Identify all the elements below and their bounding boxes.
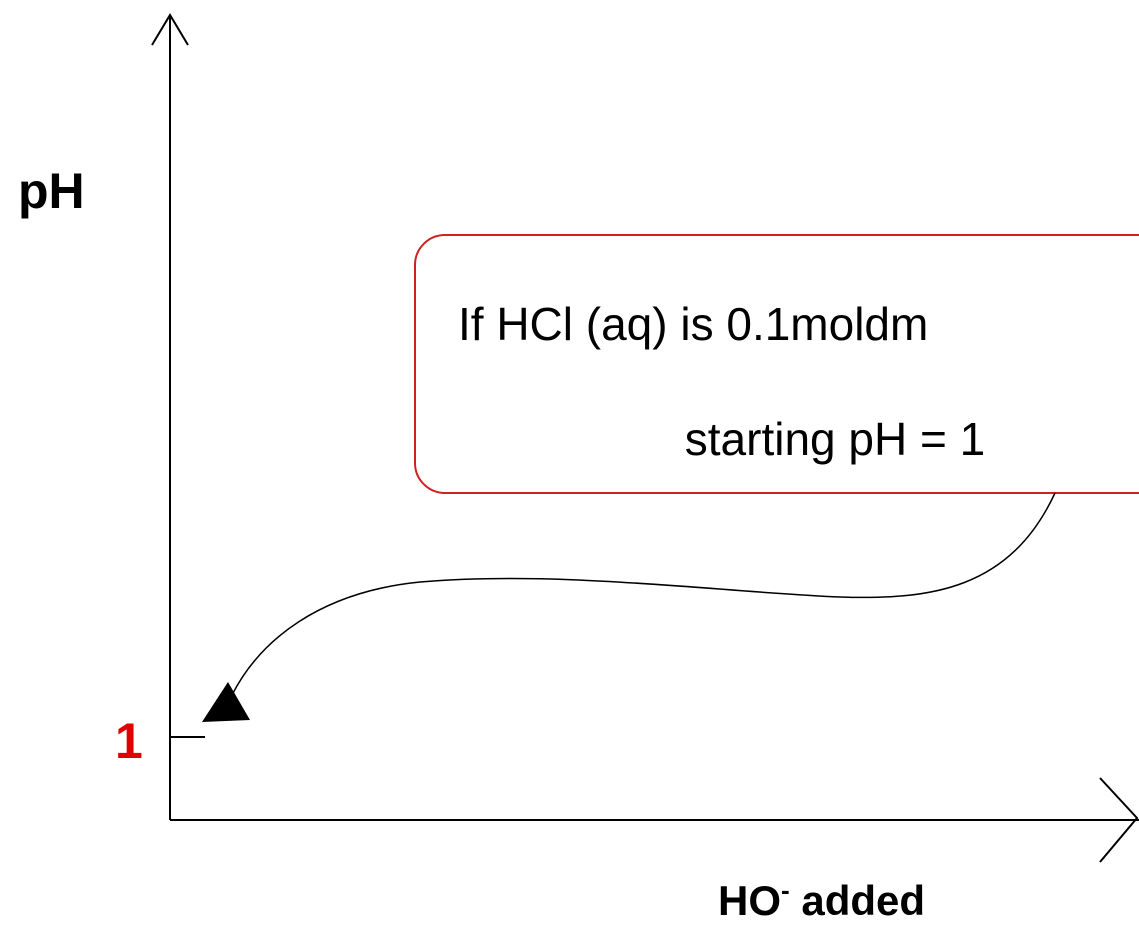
x-axis-label: HO- added <box>718 875 925 924</box>
x-label-main: HO <box>718 877 781 924</box>
callout-line: If HCl (aq) is 0.1moldm <box>458 298 928 350</box>
x-axis-arrow <box>1099 777 1139 863</box>
y-axis-label: pH <box>18 163 85 219</box>
pointer-head <box>202 682 250 722</box>
y-tick-label: 1 <box>115 713 143 769</box>
x-label-rest: added <box>790 877 925 924</box>
x-label-sup: - <box>781 875 790 905</box>
y-axis-arrow <box>151 13 189 46</box>
callout-line: starting pH = 1 <box>685 413 985 465</box>
pointer-curve <box>231 492 1056 696</box>
callout-box <box>414 234 1139 494</box>
